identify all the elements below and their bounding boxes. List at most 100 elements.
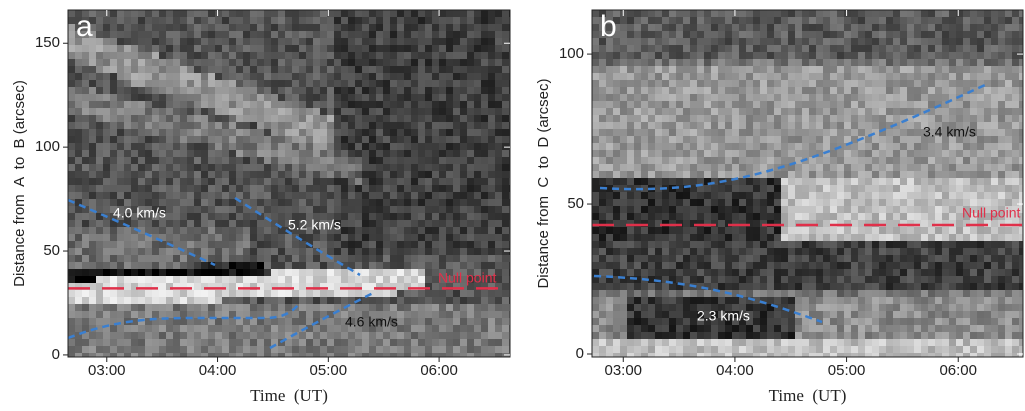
pixel bbox=[467, 24, 474, 31]
pixel bbox=[397, 178, 404, 185]
pixel bbox=[369, 332, 376, 339]
pixel bbox=[334, 94, 341, 101]
pixel bbox=[655, 59, 662, 66]
pixel bbox=[495, 108, 502, 115]
pixel bbox=[495, 297, 502, 304]
pixel bbox=[425, 227, 432, 234]
pixel bbox=[432, 101, 439, 108]
pixel bbox=[446, 297, 453, 304]
pixel bbox=[131, 220, 138, 227]
null-label: Null point bbox=[438, 270, 496, 286]
pixel bbox=[341, 346, 348, 353]
pixel bbox=[145, 17, 152, 24]
pixel bbox=[460, 80, 467, 87]
pixel bbox=[383, 227, 390, 234]
pixel bbox=[292, 101, 299, 108]
pixel bbox=[697, 87, 704, 94]
pixel bbox=[592, 129, 599, 136]
pixel bbox=[313, 339, 320, 346]
pixel bbox=[446, 52, 453, 59]
pixel bbox=[138, 171, 145, 178]
pixel bbox=[739, 136, 746, 143]
pixel bbox=[739, 185, 746, 192]
pixel bbox=[257, 339, 264, 346]
pixel bbox=[795, 17, 802, 24]
pixel bbox=[592, 171, 599, 178]
pixel bbox=[809, 199, 816, 206]
pixel bbox=[425, 101, 432, 108]
pixel bbox=[166, 101, 173, 108]
pixel bbox=[159, 283, 166, 290]
pixel bbox=[816, 87, 823, 94]
pixel bbox=[900, 73, 907, 80]
pixel bbox=[117, 255, 124, 262]
pixel bbox=[89, 213, 96, 220]
pixel bbox=[313, 157, 320, 164]
pixel bbox=[89, 178, 96, 185]
pixel bbox=[278, 115, 285, 122]
pixel bbox=[152, 248, 159, 255]
pixel bbox=[341, 101, 348, 108]
pixel bbox=[655, 178, 662, 185]
pixel bbox=[795, 101, 802, 108]
pixel bbox=[1012, 157, 1019, 164]
pixel bbox=[376, 94, 383, 101]
pixel bbox=[446, 122, 453, 129]
pixel bbox=[634, 59, 641, 66]
pixel bbox=[243, 290, 250, 297]
pixel bbox=[690, 115, 697, 122]
pixel bbox=[334, 234, 341, 241]
pixel bbox=[306, 150, 313, 157]
pixel bbox=[257, 129, 264, 136]
pixel bbox=[208, 45, 215, 52]
pixel bbox=[320, 157, 327, 164]
pixel bbox=[767, 199, 774, 206]
pixel bbox=[634, 24, 641, 31]
pixel bbox=[355, 52, 362, 59]
pixel bbox=[201, 94, 208, 101]
pixel bbox=[746, 115, 753, 122]
pixel bbox=[222, 304, 229, 311]
pixel bbox=[68, 339, 75, 346]
pixel bbox=[82, 45, 89, 52]
pixel bbox=[446, 255, 453, 262]
pixel bbox=[662, 108, 669, 115]
pixel bbox=[453, 73, 460, 80]
pixel bbox=[208, 227, 215, 234]
pixel bbox=[299, 178, 306, 185]
pixel bbox=[124, 234, 131, 241]
pixel bbox=[292, 339, 299, 346]
pixel bbox=[299, 255, 306, 262]
pixel bbox=[194, 108, 201, 115]
pixel bbox=[96, 94, 103, 101]
pixel bbox=[411, 199, 418, 206]
pixel bbox=[809, 143, 816, 150]
pixel bbox=[236, 241, 243, 248]
pixel bbox=[502, 45, 509, 52]
pixel bbox=[418, 122, 425, 129]
pixel bbox=[425, 325, 432, 332]
pixel bbox=[110, 332, 117, 339]
pixel bbox=[425, 311, 432, 318]
pixel bbox=[215, 206, 222, 213]
pixel bbox=[432, 45, 439, 52]
pixel bbox=[453, 108, 460, 115]
pixel bbox=[264, 164, 271, 171]
pixel bbox=[1012, 122, 1019, 129]
pixel bbox=[900, 101, 907, 108]
pixel bbox=[313, 178, 320, 185]
pixel bbox=[173, 227, 180, 234]
pixel bbox=[460, 227, 467, 234]
pixel bbox=[222, 31, 229, 38]
pixel bbox=[131, 122, 138, 129]
pixel bbox=[138, 66, 145, 73]
pixel bbox=[194, 297, 201, 304]
pixel bbox=[236, 129, 243, 136]
pixel bbox=[264, 115, 271, 122]
pixel bbox=[606, 143, 613, 150]
pixel bbox=[781, 136, 788, 143]
pixel bbox=[879, 136, 886, 143]
pixel bbox=[963, 17, 970, 24]
pixel bbox=[439, 122, 446, 129]
pixel bbox=[159, 101, 166, 108]
